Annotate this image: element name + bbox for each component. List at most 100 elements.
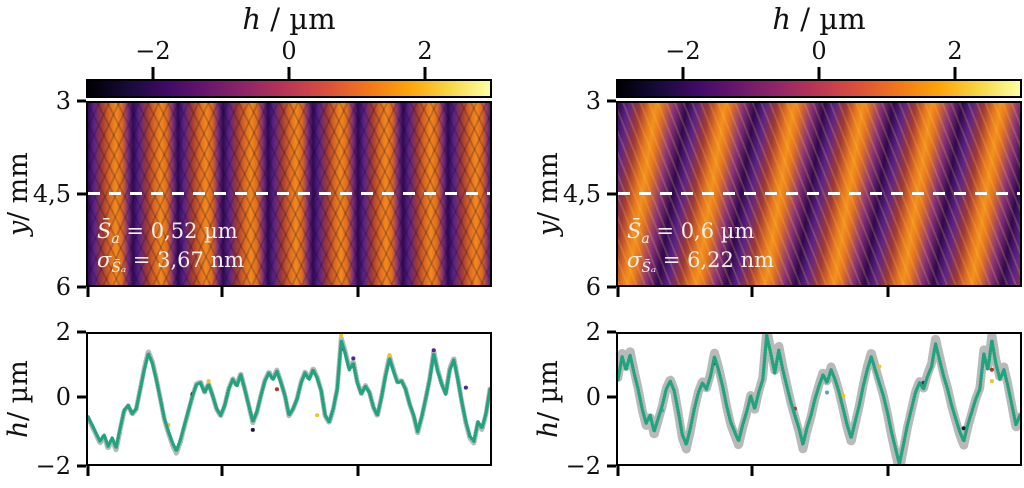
height-profile-plot — [86, 332, 492, 466]
colorbar-title-unit: / µm — [261, 2, 336, 36]
colorbar-title-var: h — [242, 2, 262, 36]
colorbar-tick-mark — [953, 67, 957, 79]
y-tick-mark — [77, 464, 86, 468]
y-tick-label: −2 — [35, 452, 71, 480]
colorbar-tick-label: 0 — [281, 37, 297, 65]
x-tick-mark — [220, 287, 224, 297]
profile-axes: 2 0 −2 h / µm — [3, 318, 492, 480]
sa-symbol: S̄ — [627, 219, 642, 243]
panel-right: h / µm −2 0 2 S̄a = 0,6 µm σS̄ₐ = 6,22 n… — [533, 0, 1022, 488]
y-axis-unit: / µm — [533, 359, 564, 421]
colorbar-title-var: h — [772, 2, 792, 36]
y-tick-label: 6 — [55, 273, 71, 301]
colorbar-title: h / µm — [616, 2, 1022, 36]
sigma-symbol: σ — [97, 247, 112, 272]
y-tick-mark — [77, 192, 86, 196]
surface-stats-annotation: S̄a = 0,6 µm σS̄ₐ = 6,22 nm — [627, 219, 774, 276]
colorbar-tick-labels: −2 0 2 — [86, 37, 492, 65]
sa-symbol: S̄ — [97, 219, 112, 243]
y-tick-label: 0 — [55, 382, 71, 411]
y-axis-unit: / µm — [3, 359, 34, 421]
x-tick-mark — [220, 466, 224, 476]
y-axis-var: y — [3, 220, 34, 237]
colorbar-tick-mark — [681, 67, 685, 79]
colorbar-tick-mark — [287, 67, 291, 79]
sigma-value: = 3,67 nm — [126, 247, 245, 272]
y-tick-mark — [607, 192, 616, 196]
profile-location-dashed-line — [88, 192, 490, 195]
surface-heightmap: S̄a = 0,52 µm σS̄ₐ = 3,67 nm — [86, 101, 492, 287]
sa-subscript: a — [641, 231, 650, 248]
heatmap-y-axis-label: y / mm — [533, 101, 564, 287]
mean-sa-line: S̄a = 0,6 µm — [627, 219, 774, 248]
y-tick-label: 2 — [585, 318, 601, 346]
x-tick-mark — [356, 287, 360, 297]
profile-scatter — [618, 334, 1020, 464]
y-tick-label: 0 — [585, 382, 601, 411]
colorbar-tick-label: 0 — [811, 37, 827, 65]
y-tick-label: 3 — [585, 87, 601, 115]
heatmap-y-axis-label: y / mm — [3, 101, 34, 287]
colorbar-title: h / µm — [86, 2, 492, 36]
y-tick-label: 3 — [55, 87, 71, 115]
y-tick-mark — [607, 285, 616, 289]
colorbar-tick-labels: −2 0 2 — [616, 37, 1022, 65]
y-tick-label: 4,5 — [562, 180, 601, 208]
y-tick-label: 4,5 — [32, 180, 71, 208]
inferno-colorbar — [86, 79, 492, 98]
y-axis-unit: / mm — [533, 151, 564, 221]
profile-y-axis-label: h / µm — [3, 332, 34, 466]
y-tick-label: 2 — [55, 318, 71, 346]
profile-axes: 2 0 −2 h / µm — [533, 318, 1022, 480]
sigma-value: = 6,22 nm — [656, 247, 775, 272]
sa-value: = 0,52 µm — [119, 219, 238, 243]
x-tick-mark — [616, 287, 620, 297]
y-tick-mark — [607, 464, 616, 468]
y-axis-unit: / mm — [3, 151, 34, 221]
x-tick-mark — [886, 466, 890, 476]
y-tick-mark — [607, 330, 616, 334]
colorbar-tick-label: 2 — [947, 37, 963, 65]
heatmap-axes: 3 4,5 6 y / mm — [533, 87, 1022, 301]
y-tick-mark — [607, 395, 616, 399]
sigma-subscript: S̄ₐ — [641, 259, 657, 276]
x-tick-mark — [86, 466, 90, 476]
sa-value: = 0,6 µm — [649, 219, 755, 243]
y-tick-mark — [607, 99, 616, 103]
surface-heightmap: S̄a = 0,6 µm σS̄ₐ = 6,22 nm — [616, 101, 1022, 287]
surface-stats-annotation: S̄a = 0,52 µm σS̄ₐ = 3,67 nm — [97, 219, 244, 276]
sigma-sa-line: σS̄ₐ = 3,67 nm — [97, 248, 244, 277]
y-axis-var: h — [3, 420, 34, 439]
y-tick-label: 6 — [585, 273, 601, 301]
inferno-colorbar — [616, 79, 1022, 98]
y-tick-mark — [77, 395, 86, 399]
x-tick-mark — [750, 466, 754, 476]
mean-sa-line: S̄a = 0,52 µm — [97, 219, 244, 248]
x-tick-mark — [616, 466, 620, 476]
colorbar-tick-mark — [151, 67, 155, 79]
x-tick-mark — [356, 466, 360, 476]
y-tick-mark — [77, 330, 86, 334]
profile-location-dashed-line — [618, 192, 1020, 195]
y-axis-var: h — [533, 420, 564, 439]
profile-scatter — [88, 334, 490, 457]
sigma-sa-line: σS̄ₐ = 6,22 nm — [627, 248, 774, 277]
colorbar-tick-label: −2 — [665, 37, 701, 65]
colorbar-title-unit: / µm — [791, 2, 866, 36]
y-tick-mark — [77, 285, 86, 289]
y-tick-mark — [77, 99, 86, 103]
colorbar-tick-mark — [423, 67, 427, 79]
sigma-symbol: σ — [627, 247, 642, 272]
y-axis-var: y — [533, 220, 564, 237]
sigma-subscript: S̄ₐ — [111, 259, 127, 276]
profile-y-axis-label: h / µm — [533, 332, 564, 466]
y-tick-label: −2 — [565, 452, 601, 480]
heatmap-axes: 3 4,5 6 y / mm — [3, 87, 492, 301]
sa-subscript: a — [111, 231, 120, 248]
x-tick-mark — [750, 287, 754, 297]
x-tick-mark — [86, 287, 90, 297]
x-tick-mark — [886, 287, 890, 297]
panel-left: h / µm −2 0 2 S̄a = 0,52 µm σS̄ₐ = 3,67 … — [3, 0, 492, 488]
colorbar-tick-label: 2 — [417, 37, 433, 65]
